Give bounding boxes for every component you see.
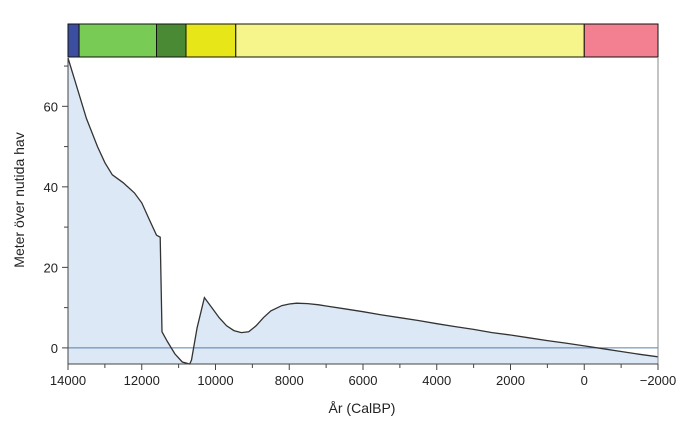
- axes: 14000 12000 10000 8000 6000 4000 2000 0 −2000 0 20…: [44, 58, 677, 388]
- sea-level-line: [67, 57, 659, 365]
- period-segment-2: [156, 23, 187, 58]
- y-tick-label: 20: [44, 260, 58, 275]
- period-segment-5: [583, 23, 659, 58]
- x-tick-label: 6000: [349, 373, 378, 388]
- y-tick-label: 0: [51, 341, 58, 356]
- x-tick-label: 12000: [124, 373, 160, 388]
- period-segment-3: [185, 23, 237, 58]
- period-segment-0: [67, 23, 80, 58]
- plot-area: [67, 57, 659, 365]
- x-tick-label: −2000: [640, 373, 677, 388]
- x-tick-label: 14000: [50, 373, 86, 388]
- area-fill: [68, 58, 658, 364]
- y-tick-label: 60: [44, 99, 58, 114]
- x-tick-label: 4000: [422, 373, 451, 388]
- y-axis-title: Meter över nutida hav: [11, 132, 27, 267]
- x-tick-label: 10000: [197, 373, 233, 388]
- x-tick-label: 0: [581, 373, 588, 388]
- y-tick-label: 40: [44, 180, 58, 195]
- period-segment-4: [235, 23, 585, 58]
- x-tick-label: 8000: [275, 373, 304, 388]
- period-bar: [67, 23, 659, 58]
- x-tick-label: 2000: [496, 373, 525, 388]
- period-segment-1: [78, 23, 157, 58]
- x-axis-title: År (CalBP): [329, 400, 396, 416]
